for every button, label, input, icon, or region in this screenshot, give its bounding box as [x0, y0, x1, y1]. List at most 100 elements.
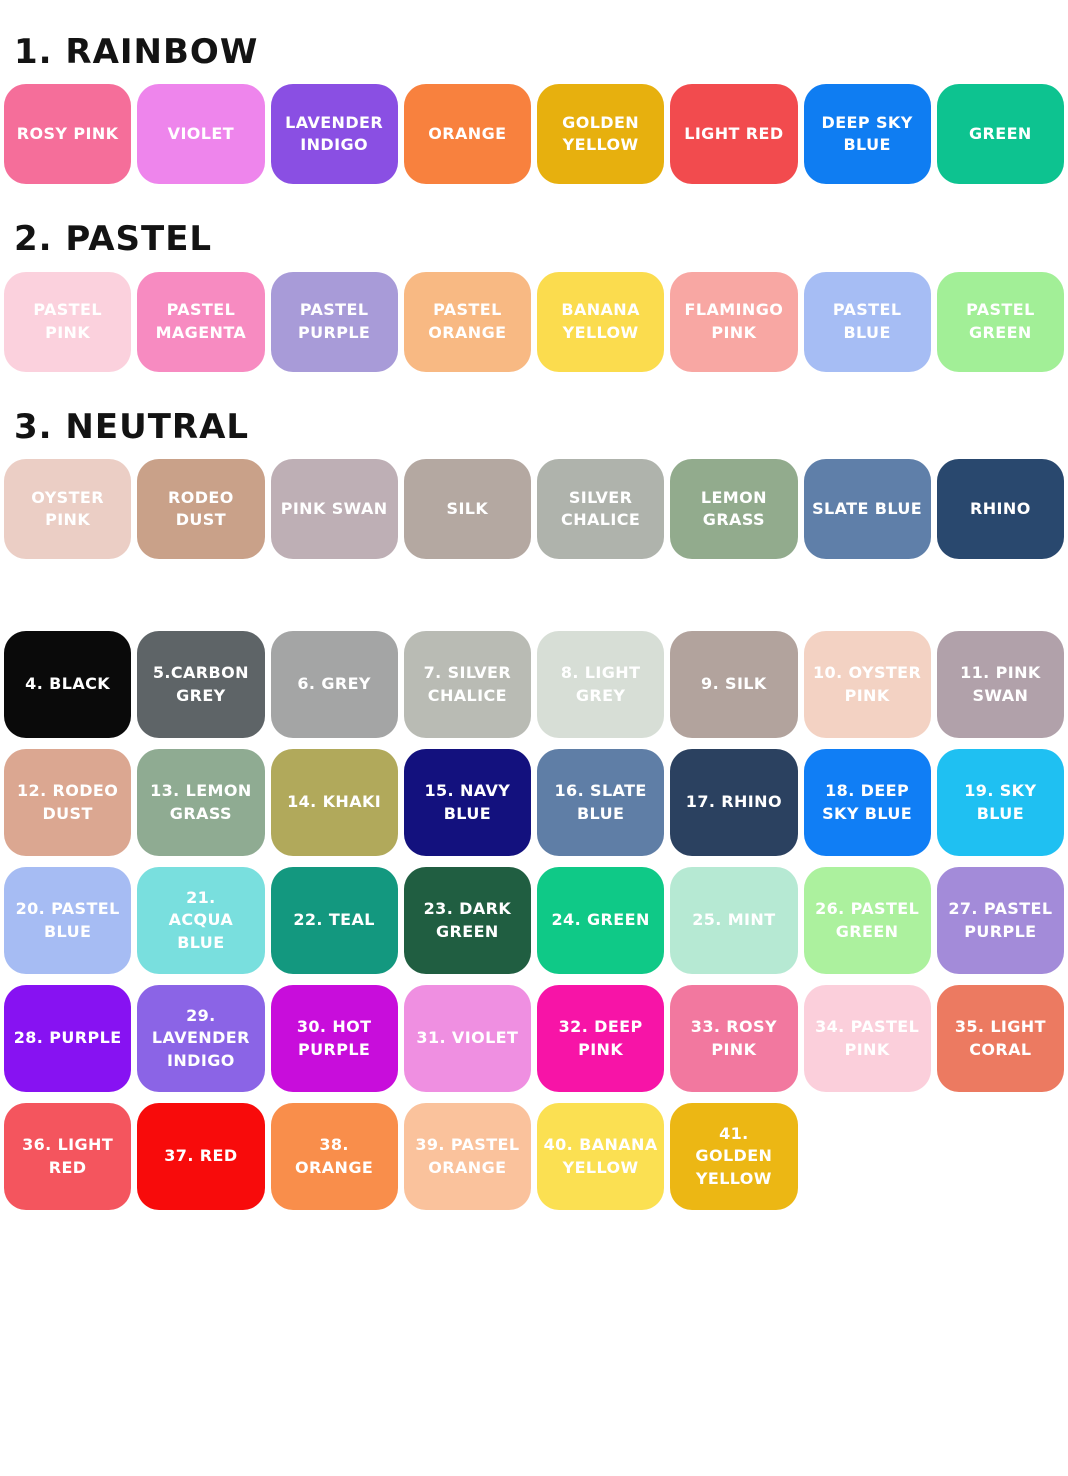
- swatch-pastel-green: 26. PASTEL GREEN: [803, 867, 931, 975]
- swatch-teal: 22. TEAL: [270, 867, 398, 975]
- swatch-label: PASTEL GREEN: [966, 300, 1035, 342]
- swatch-pastel-pink: 34. PASTEL PINK: [803, 985, 931, 1093]
- section-heading: 3. NEUTRAL: [14, 406, 250, 447]
- swatch-banana-yellow: BANANA YELLOW: [537, 271, 665, 372]
- swatch-label: 9. SILK: [701, 674, 767, 694]
- swatch-golden-yellow: GOLDEN YELLOW: [537, 84, 665, 185]
- swatch-label: 26. PASTEL GREEN: [815, 899, 920, 941]
- swatch-label: 18. DEEP SKY BLUE: [822, 781, 913, 823]
- swatch-silk: 9. SILK: [670, 631, 798, 739]
- swatch-pastel-orange: PASTEL ORANGE: [403, 271, 531, 372]
- swatch-label: 12. RODEO DUST: [17, 781, 119, 823]
- swatch-label: 27. PASTEL PURPLE: [948, 899, 1053, 941]
- swatch-label: PASTEL PURPLE: [297, 300, 371, 342]
- swatch-label: 20. PASTEL BLUE: [15, 899, 120, 941]
- swatch-light-coral: 35. LIGHT CORAL: [936, 985, 1064, 1093]
- swatch-label: 16. SLATE BLUE: [554, 781, 647, 823]
- swatch-green: 24. GREEN: [537, 867, 665, 975]
- swatch-orange: ORANGE: [403, 84, 531, 185]
- swatch-label: 30. HOT PURPLE: [296, 1017, 372, 1059]
- swatch-light-red: LIGHT RED: [670, 84, 798, 185]
- swatch-label: 4. BLACK: [25, 674, 111, 694]
- swatch-label: BANANA YELLOW: [561, 300, 640, 342]
- swatch-oyster-pink: 10. OYSTER PINK: [803, 631, 931, 739]
- swatch-orange: 38. ORANGE: [270, 1103, 398, 1211]
- swatch-label: 28. PURPLE: [13, 1028, 122, 1048]
- swatch-label: LIGHT RED: [684, 124, 784, 144]
- swatch-rosy-pink: ROSY PINK: [4, 84, 132, 185]
- swatch-label: GOLDEN YELLOW: [562, 113, 640, 155]
- swatch-silk: SILK: [403, 459, 531, 560]
- swatch-label: ROSY PINK: [16, 124, 119, 144]
- swatch-label: 19. SKY BLUE: [964, 781, 1037, 823]
- swatch-violet: VIOLET: [137, 84, 265, 185]
- swatch-light-red: 36. LIGHT RED: [4, 1103, 132, 1211]
- swatch-label: 22. TEAL: [293, 910, 375, 930]
- swatch-label: 23. DARK GREEN: [423, 899, 512, 941]
- swatch-rosy-pink: 33. ROSY PINK: [670, 985, 798, 1093]
- swatch-rodeo-dust: 12. RODEO DUST: [4, 749, 132, 857]
- swatch-label: 29. LAVENDER INDIGO: [151, 1006, 250, 1070]
- swatch-light-grey: 8. LIGHT GREY: [537, 631, 665, 739]
- swatch-label: 25. MINT: [692, 910, 776, 930]
- swatch-label: 41. GOLDEN YELLOW: [695, 1124, 773, 1188]
- swatch-silver-chalice: SILVER CHALICE: [537, 459, 665, 560]
- swatch-label: 21. ACQUA BLUE: [168, 888, 234, 952]
- swatch-label: 11. PINK SWAN: [960, 663, 1041, 705]
- swatch-label: 39. PASTEL ORANGE: [415, 1135, 520, 1177]
- swatch-deep-sky-blue: 18. DEEP SKY BLUE: [803, 749, 931, 857]
- swatch-acqua-blue: 21. ACQUA BLUE: [137, 867, 265, 975]
- swatch-lemon-grass: 13. LEMON GRASS: [137, 749, 265, 857]
- swatch-label: PASTEL ORANGE: [428, 300, 507, 342]
- swatch-label: 40. BANANA YELLOW: [543, 1135, 658, 1177]
- swatch-pastel-blue: PASTEL BLUE: [803, 271, 931, 372]
- swatch-label: 15. NAVY BLUE: [424, 781, 511, 823]
- swatch-label: SLATE BLUE: [812, 498, 923, 518]
- swatch-hot-purple: 30. HOT PURPLE: [270, 985, 398, 1093]
- section-heading: 1. RAINBOW: [14, 32, 259, 72]
- swatch-label: 7. SILVER CHALICE: [423, 663, 512, 705]
- swatch-label: 8. LIGHT GREY: [560, 663, 641, 705]
- swatch-label: FLAMINGO PINK: [684, 300, 784, 342]
- swatch-label: GREEN: [969, 124, 1032, 144]
- swatch-label: 5.CARBON GREY: [152, 663, 249, 705]
- swatch-row: PASTEL PINK PASTEL MAGENTA PASTEL PURPLE PA…: [4, 271, 1064, 372]
- swatch-pink-swan: 11. PINK SWAN: [936, 631, 1064, 739]
- swatch-label: OYSTER PINK: [31, 487, 104, 530]
- swatch-label: 35. LIGHT CORAL: [954, 1017, 1046, 1059]
- swatch-banana-yellow: 40. BANANA YELLOW: [537, 1103, 665, 1211]
- swatch-label: 37. RED: [164, 1146, 238, 1166]
- swatch-label: DEEP SKY BLUE: [821, 113, 913, 155]
- swatch-label: 38. ORANGE: [295, 1135, 374, 1177]
- swatch-flamingo-pink: FLAMINGO PINK: [670, 271, 798, 372]
- swatch-label: SILK: [446, 498, 489, 518]
- swatch-pastel-purple: PASTEL PURPLE: [270, 271, 398, 372]
- swatch-dark-green: 23. DARK GREEN: [403, 867, 531, 975]
- swatch-green: GREEN: [936, 84, 1064, 185]
- swatch-grey: 6. GREY: [270, 631, 398, 739]
- swatch-deep-pink: 32. DEEP PINK: [537, 985, 665, 1093]
- swatch-deep-sky-blue: DEEP SKY BLUE: [803, 84, 931, 185]
- swatch-label: RODEO DUST: [168, 487, 234, 530]
- swatch-lavender-indigo: LAVENDER INDIGO: [270, 84, 398, 185]
- swatch-label: 6. GREY: [297, 674, 371, 694]
- swatch-label: 34. PASTEL PINK: [815, 1017, 920, 1059]
- swatch-pastel-blue: 20. PASTEL BLUE: [4, 867, 132, 975]
- swatch-label: 24. GREEN: [551, 910, 650, 930]
- swatch-label: 33. ROSY PINK: [690, 1017, 777, 1059]
- swatch-label: LAVENDER INDIGO: [285, 113, 384, 155]
- swatch-sky-blue: 19. SKY BLUE: [936, 749, 1064, 857]
- color-palette-page: 1. RAINBOW ROSY PINK VIOLET LAVENDER INDIGO…: [4, 32, 1064, 1211]
- swatch-label: 36. LIGHT RED: [22, 1135, 114, 1177]
- swatch-row: ROSY PINK VIOLET LAVENDER INDIGO ORANGE GOLD…: [4, 84, 1064, 185]
- swatch-label: 14. KHAKI: [287, 792, 382, 812]
- swatch-label: LEMON GRASS: [700, 487, 767, 530]
- swatch-slate-blue: SLATE BLUE: [803, 459, 931, 560]
- swatch-label: RHINO: [970, 498, 1031, 518]
- swatch-pink-swan: PINK SWAN: [270, 459, 398, 560]
- section-heading: 2. PASTEL: [14, 219, 213, 260]
- swatch-slate-blue: 16. SLATE BLUE: [537, 749, 665, 857]
- swatch-pastel-orange: 39. PASTEL ORANGE: [403, 1103, 531, 1211]
- swatch-lavender-indigo: 29. LAVENDER INDIGO: [137, 985, 265, 1093]
- swatch-label: PINK SWAN: [280, 498, 388, 518]
